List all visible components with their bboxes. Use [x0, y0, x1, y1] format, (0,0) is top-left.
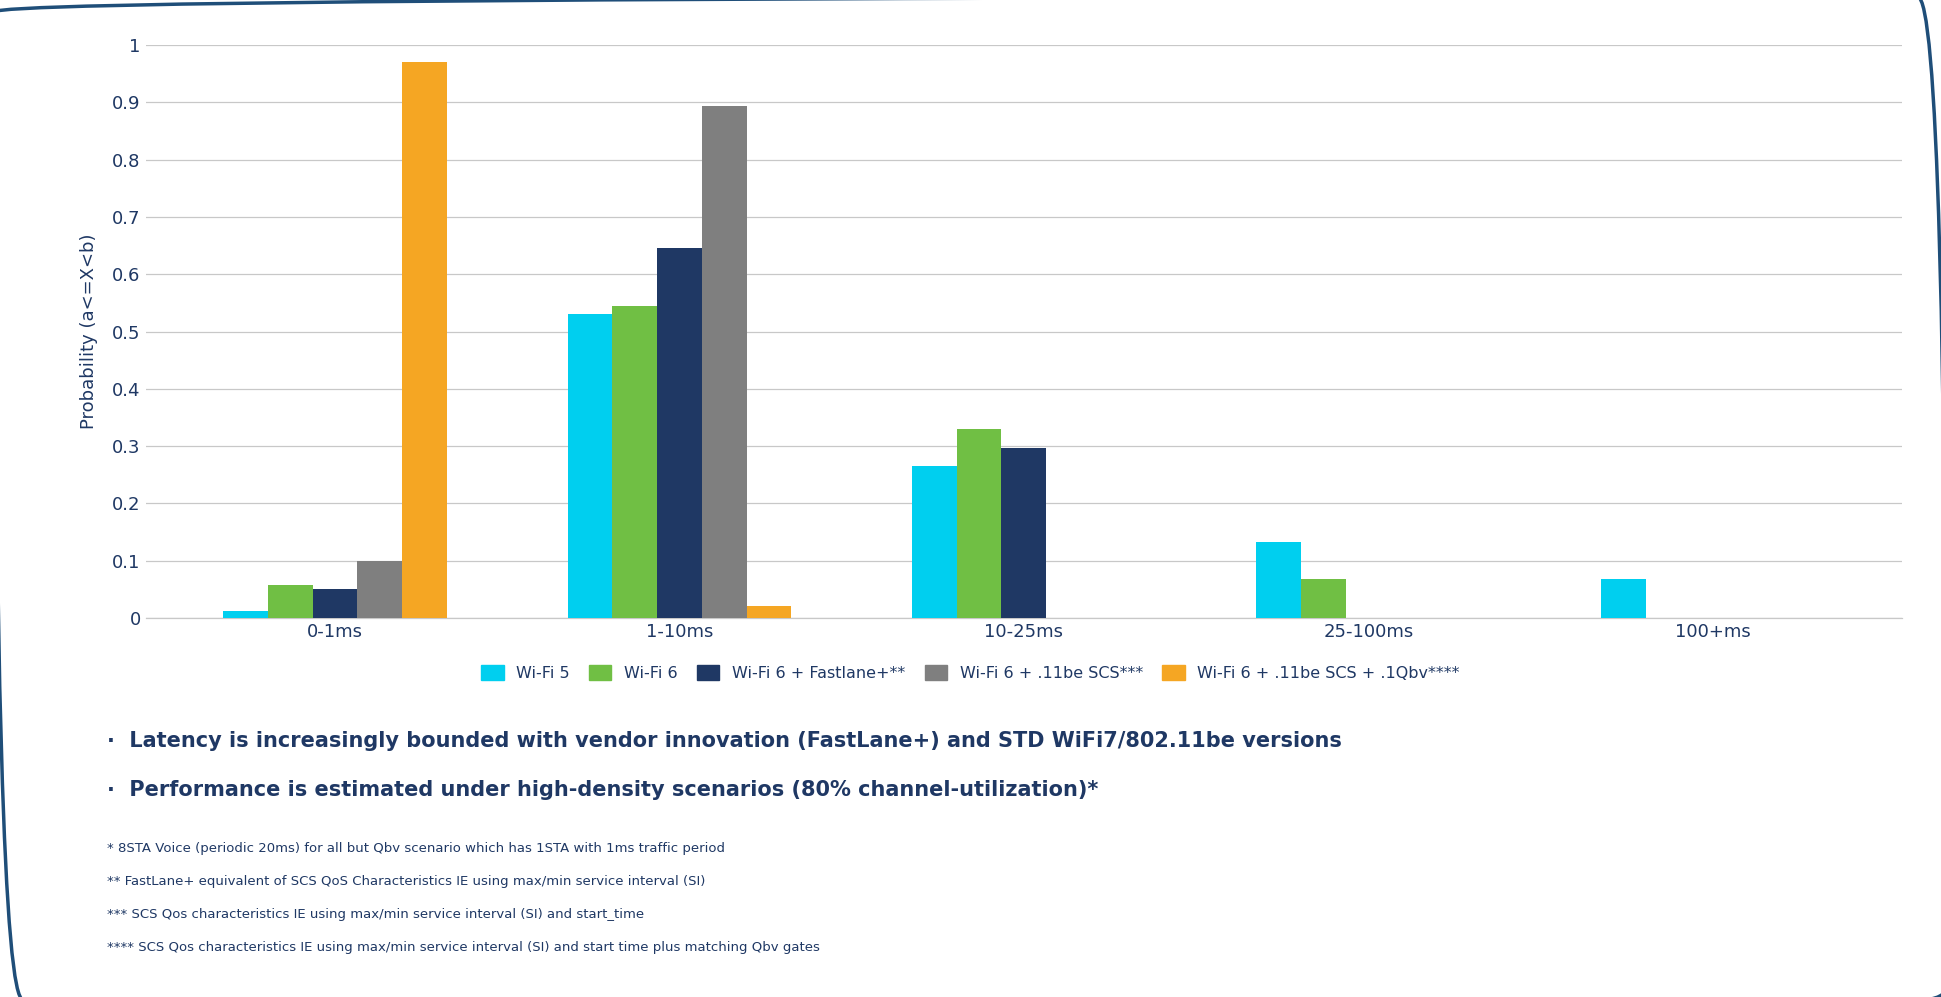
Bar — [1300, 579, 1345, 618]
Text: **** SCS Qos characteristics IE using max/min service interval (SI) and start ti: **** SCS Qos characteristics IE using ma… — [107, 941, 819, 954]
Text: *** SCS Qos characteristics IE using max/min service interval (SI) and start_tim: *** SCS Qos characteristics IE using max… — [107, 908, 644, 921]
Bar — [567, 314, 611, 618]
Text: ·  Performance is estimated under high-density scenarios (80% channel-utilizatio: · Performance is estimated under high-de… — [107, 780, 1099, 800]
Bar — [357, 560, 402, 618]
Bar — [747, 605, 792, 618]
Bar — [611, 306, 658, 618]
Text: ·  Latency is increasingly bounded with vendor innovation (FastLane+) and STD Wi: · Latency is increasingly bounded with v… — [107, 731, 1341, 751]
Bar — [402, 62, 446, 618]
Bar — [912, 467, 957, 618]
Bar — [268, 585, 313, 618]
Text: * 8STA Voice (periodic 20ms) for all but Qbv scenario which has 1STA with 1ms tr: * 8STA Voice (periodic 20ms) for all but… — [107, 842, 724, 855]
Bar — [1256, 542, 1300, 618]
Text: ** FastLane+ equivalent of SCS QoS Characteristics IE using max/min service inte: ** FastLane+ equivalent of SCS QoS Chara… — [107, 875, 705, 888]
Bar — [658, 248, 703, 618]
Bar — [1002, 448, 1046, 618]
Y-axis label: Probability (a<=X<b): Probability (a<=X<b) — [80, 233, 99, 430]
Legend: Wi-Fi 5, Wi-Fi 6, Wi-Fi 6 + Fastlane+**, Wi-Fi 6 + .11be SCS***, Wi-Fi 6 + .11be: Wi-Fi 5, Wi-Fi 6, Wi-Fi 6 + Fastlane+**,… — [481, 665, 1460, 681]
Bar — [313, 589, 357, 618]
Bar — [957, 429, 1002, 618]
Bar — [703, 107, 747, 618]
Bar — [1601, 579, 1646, 618]
Bar — [223, 611, 268, 618]
